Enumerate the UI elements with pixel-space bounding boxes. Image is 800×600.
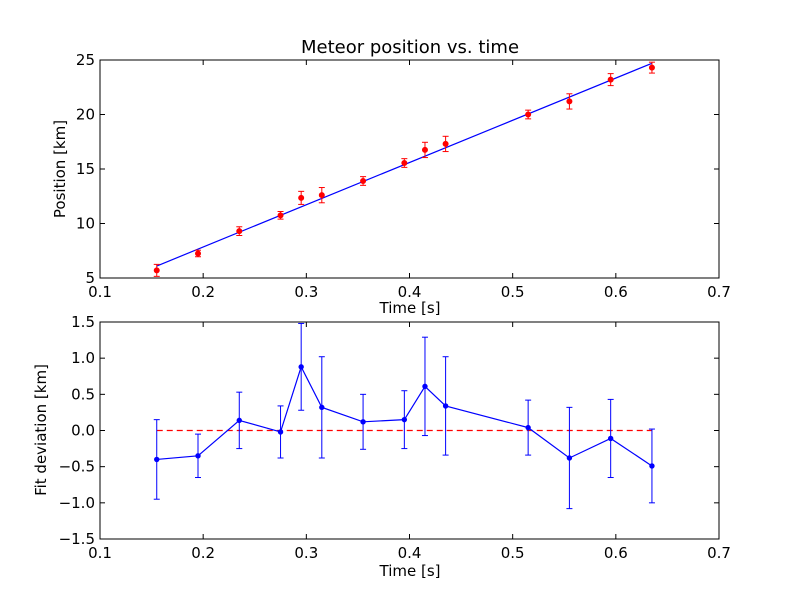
data-point <box>421 146 428 153</box>
x-tick-label: 0.5 <box>501 544 525 562</box>
data-point <box>319 404 325 411</box>
data-point <box>566 98 573 105</box>
y-axis-label: Position [km] <box>51 120 69 218</box>
y-tick-label: 0.5 <box>71 385 95 403</box>
y-tick-label: 1.5 <box>71 313 95 331</box>
x-tick-label: 0.7 <box>707 283 731 301</box>
x-tick-label: 0.3 <box>294 544 318 562</box>
x-tick-label: 0.2 <box>191 544 215 562</box>
x-tick-label: 0.1 <box>88 283 112 301</box>
data-point <box>442 403 449 409</box>
y-tick-label: 10 <box>76 215 95 233</box>
x-axis-label: Time [s] <box>379 562 441 580</box>
data-point <box>360 419 366 425</box>
data-point <box>607 435 614 442</box>
series-line <box>156 365 653 467</box>
data-point <box>525 111 532 118</box>
data-point <box>153 267 160 274</box>
x-tick-label: 0.4 <box>398 283 422 301</box>
data-point <box>401 416 408 423</box>
data-point <box>195 453 201 459</box>
data-point <box>195 250 202 257</box>
data-point <box>236 228 243 235</box>
y-tick-label: 0.0 <box>71 422 95 440</box>
position-panel: Meteor position vs. time 0.1 0.2 0.3 0.4 0.5… <box>51 37 731 317</box>
y-tick-label: 1.0 <box>71 349 95 367</box>
data-point <box>298 364 304 370</box>
y-tick-label: 15 <box>76 160 95 178</box>
x-tick-label: 0.5 <box>501 283 525 301</box>
data-point <box>154 456 160 463</box>
data-point <box>236 417 242 424</box>
x-tick-label: 0.2 <box>191 283 215 301</box>
y-tick-label: −1.0 <box>59 494 95 512</box>
data-point <box>422 383 428 390</box>
data-point <box>442 140 449 147</box>
y-tick-label: 5 <box>85 269 95 287</box>
x-tick-label: 0.4 <box>398 544 422 562</box>
data-point <box>298 194 305 201</box>
data-point <box>277 429 284 435</box>
data-point <box>401 160 408 167</box>
x-tick-label: 0.6 <box>604 283 628 301</box>
plot-area <box>100 60 719 278</box>
y-tick-label: −0.5 <box>59 458 95 476</box>
data-point <box>277 212 284 219</box>
x-tick-label: 0.1 <box>88 544 112 562</box>
data-point <box>360 177 367 184</box>
data-point <box>318 192 325 199</box>
data-point <box>607 76 614 83</box>
y-tick-label: 25 <box>76 51 95 69</box>
data-point <box>648 64 655 71</box>
x-tick-label: 0.6 <box>604 544 628 562</box>
x-axis-label: Time [s] <box>379 299 441 317</box>
x-tick-label: 0.7 <box>707 544 731 562</box>
data-point <box>525 424 531 431</box>
y-tick-label: 20 <box>76 106 95 124</box>
y-tick-label: −1.5 <box>59 530 95 548</box>
deviation-panel: 0.1 0.2 0.3 0.4 0.5 0.6 0.7 −1.5 −1.0 −0.5 0.0 0.5 1… <box>32 313 731 580</box>
chart-title: Meteor position vs. time <box>301 37 519 58</box>
data-point <box>649 463 655 469</box>
x-tick-label: 0.3 <box>294 283 318 301</box>
data-point <box>566 455 573 461</box>
y-axis-label: Fit deviation [km] <box>32 364 50 496</box>
